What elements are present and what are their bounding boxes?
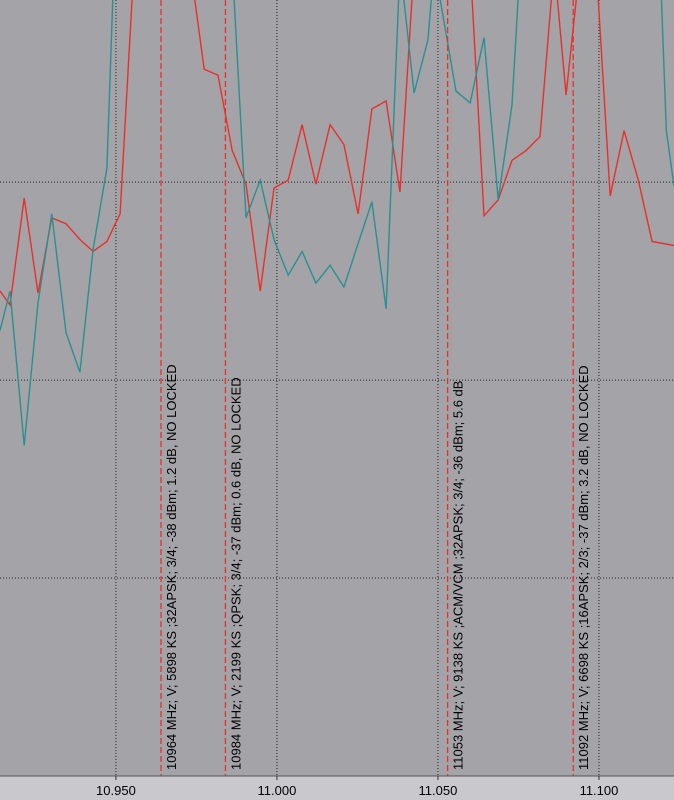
plot-area [0, 0, 674, 776]
grid [0, 0, 674, 780]
trace [0, 0, 674, 446]
x-tick-label: 11.000 [258, 783, 297, 798]
marker-label: 11053 MHz; V; 9138 KS ;ACM/VCM ;32APSK; … [451, 381, 466, 770]
marker-label: 11092 MHz; V; 6698 KS ;16APSK; 2/3; -37 … [576, 365, 591, 770]
marker-label: 10984 MHz; V; 2199 KS ;QPSK; 3/4; -37 dB… [228, 377, 243, 770]
markers: 10964 MHz; V; 5898 KS ;32APSK; 3/4; -38 … [160, 0, 591, 776]
x-tick-label: 11.050 [419, 783, 458, 798]
x-tick-label: 10.950 [96, 783, 136, 798]
x-axis-band [0, 776, 674, 800]
x-tick-label: 11.100 [580, 783, 619, 798]
traces [0, 0, 674, 446]
tick-labels: 10.950 11.000 11.050 11.100 [96, 783, 618, 798]
marker-label: 10964 MHz; V; 5898 KS ;32APSK; 3/4; -38 … [164, 364, 179, 770]
